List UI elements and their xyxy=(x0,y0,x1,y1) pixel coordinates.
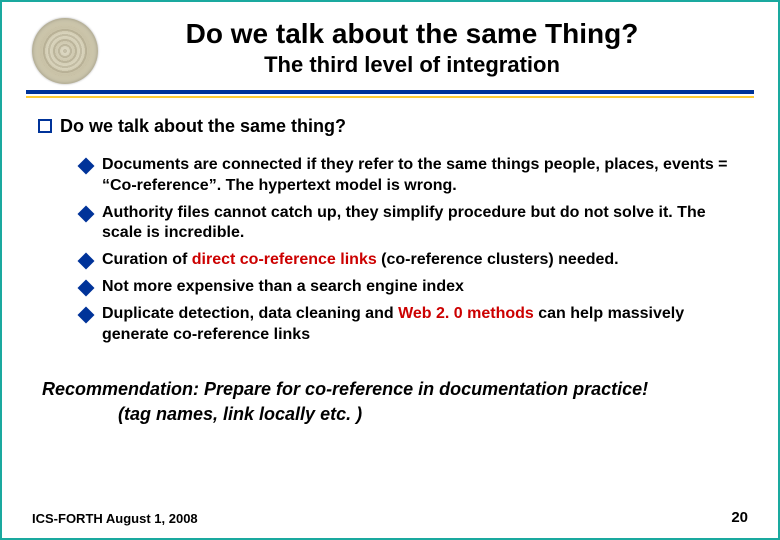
diamond-bullet-icon xyxy=(78,158,95,175)
diamond-bullet-icon xyxy=(78,279,95,296)
square-bullet-icon xyxy=(38,119,52,133)
logo-disc-icon xyxy=(32,18,98,84)
diamond-bullet-icon xyxy=(78,205,95,222)
bullet-text: Not more expensive than a search engine … xyxy=(102,277,748,298)
bullet-text: Curation of direct co-reference links (c… xyxy=(102,250,748,271)
title-block: Do we talk about the same Thing? The thi… xyxy=(116,18,748,78)
section-heading-text: Do we talk about the same thing? xyxy=(60,116,346,137)
slide-title: Do we talk about the same Thing? xyxy=(116,18,708,50)
content: Do we talk about the same thing? Documen… xyxy=(32,116,748,426)
bullet-item: Curation of direct co-reference links (c… xyxy=(80,250,748,271)
section-heading: Do we talk about the same thing? xyxy=(38,116,748,137)
recommendation: Recommendation: Prepare for co-reference… xyxy=(38,377,748,426)
bullet-text: Authority files cannot catch up, they si… xyxy=(102,203,748,245)
slide-subtitle: The third level of integration xyxy=(116,52,708,78)
recommendation-line2: (tag names, link locally etc. ) xyxy=(42,402,748,426)
bullet-list: Documents are connected if they refer to… xyxy=(38,155,748,345)
footer-left: ICS-FORTH August 1, 2008 xyxy=(32,511,198,526)
bullet-text: Duplicate detection, data cleaning and W… xyxy=(102,304,748,346)
diamond-bullet-icon xyxy=(78,253,95,270)
bullet-item: Documents are connected if they refer to… xyxy=(80,155,748,197)
header: Do we talk about the same Thing? The thi… xyxy=(32,18,748,84)
footer: ICS-FORTH August 1, 2008 20 xyxy=(32,509,748,526)
diamond-bullet-icon xyxy=(78,306,95,323)
bullet-item: Authority files cannot catch up, they si… xyxy=(80,203,748,245)
recommendation-line1: Recommendation: Prepare for co-reference… xyxy=(42,377,748,401)
bullet-text: Documents are connected if they refer to… xyxy=(102,155,748,197)
bullet-item: Duplicate detection, data cleaning and W… xyxy=(80,304,748,346)
bullet-item: Not more expensive than a search engine … xyxy=(80,277,748,298)
page-number: 20 xyxy=(731,509,748,526)
header-divider xyxy=(26,90,754,98)
